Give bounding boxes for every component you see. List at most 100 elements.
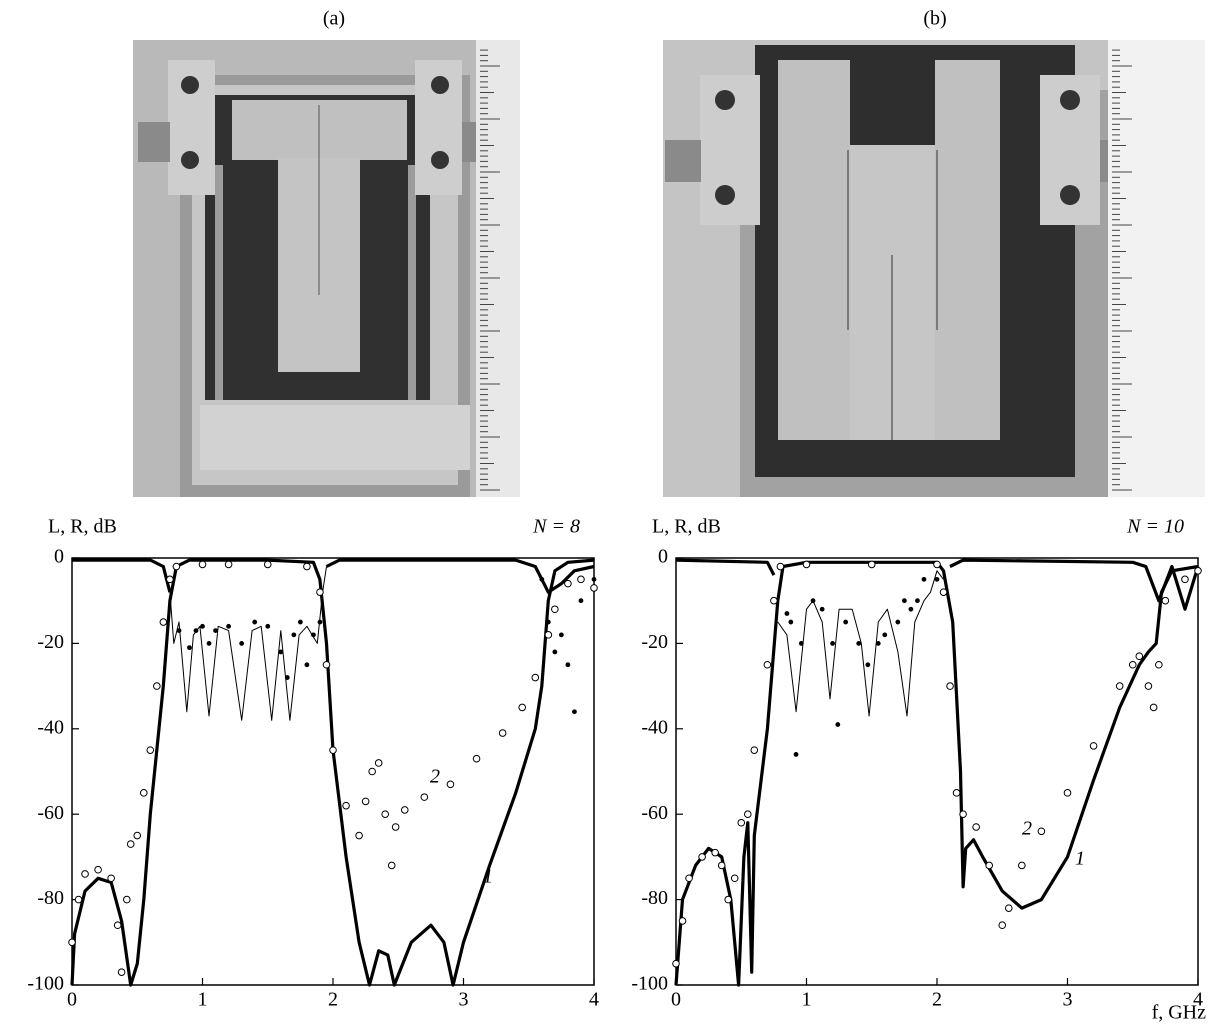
plot-area — [68, 558, 598, 987]
data-circle — [933, 560, 941, 569]
data-line — [675, 558, 1200, 611]
data-dot — [278, 649, 284, 655]
data-circle — [81, 870, 89, 878]
y-axis-label: L, R, dB — [652, 516, 721, 538]
data-circle — [1194, 567, 1202, 575]
data-circle — [1063, 789, 1072, 797]
data-dot — [311, 632, 316, 638]
data-dot — [284, 675, 290, 680]
data-dot — [810, 598, 816, 604]
data-circle — [139, 789, 148, 797]
data-circle — [672, 959, 680, 968]
data-dot — [291, 632, 297, 638]
data-circle — [446, 780, 455, 789]
data-line — [72, 558, 595, 594]
data-circle — [1089, 742, 1098, 750]
data-dot — [793, 752, 799, 757]
y-tick-label: 0 — [54, 546, 64, 568]
data-dot — [539, 576, 545, 582]
data-dot — [915, 598, 920, 604]
data-circle — [1018, 861, 1026, 870]
data-circle — [590, 584, 598, 592]
curve-label: 2 — [1022, 818, 1032, 840]
data-circle — [564, 579, 572, 588]
data-dot — [552, 649, 558, 655]
x-axis-label: f, GHz — [1152, 1002, 1207, 1024]
y-tick-label: -100 — [27, 973, 64, 995]
data-dot — [193, 628, 199, 633]
data-circle — [678, 917, 687, 925]
data-dot — [865, 662, 871, 668]
data-circle — [153, 682, 161, 690]
x-tick-label: 1 — [802, 989, 812, 1011]
data-circle — [685, 874, 693, 883]
data-circle — [998, 921, 1007, 930]
data-line — [70, 558, 595, 987]
data-dot — [297, 619, 303, 625]
panel-label: (b) — [923, 8, 946, 30]
data-circle — [166, 575, 174, 584]
x-tick-label: 2 — [328, 989, 338, 1011]
y-tick-label: -40 — [641, 716, 668, 738]
x-tick-label: 0 — [671, 989, 681, 1011]
data-dot — [856, 641, 862, 646]
y-tick-label: -20 — [37, 631, 64, 653]
curve-label: 1 — [483, 866, 493, 888]
data-circle — [472, 754, 481, 763]
data-dot — [226, 623, 232, 629]
data-circle — [770, 596, 778, 605]
data-circle — [724, 895, 733, 904]
photo-a — [133, 40, 520, 497]
data-circle — [113, 921, 122, 930]
plot-frame — [675, 557, 1199, 986]
data-circle — [802, 560, 811, 569]
data-dot — [875, 641, 881, 646]
data-circle — [263, 560, 272, 569]
data-circle — [551, 605, 559, 614]
data-circle — [316, 588, 324, 596]
chart-note: N = 10 — [1126, 516, 1184, 538]
y-axis-label: L, R, dB — [48, 516, 117, 538]
data-circle — [94, 865, 102, 874]
data-circle — [1004, 904, 1013, 912]
data-circle — [420, 793, 429, 801]
data-dot — [565, 662, 571, 668]
data-dot — [901, 598, 907, 604]
data-circle — [1135, 652, 1144, 661]
data-circle — [303, 562, 311, 571]
x-tick-label: 0 — [67, 989, 77, 1011]
data-dot — [558, 632, 564, 638]
data-circle — [698, 853, 706, 861]
data-circle — [172, 562, 181, 571]
data-dot — [908, 606, 914, 612]
data-dot — [921, 576, 927, 582]
data-circle — [952, 789, 961, 797]
data-circle — [1115, 682, 1124, 690]
data-circle — [117, 968, 126, 976]
data-circle — [361, 797, 370, 806]
data-dot — [200, 623, 205, 629]
data-circle — [159, 618, 168, 626]
data-circle — [68, 938, 76, 947]
data-dot — [835, 722, 841, 727]
x-tick-label: 4 — [589, 989, 599, 1011]
data-circle — [518, 703, 527, 712]
panel-label: (a) — [323, 8, 345, 30]
curve-label: 1 — [1075, 848, 1085, 870]
x-tick-label: 3 — [1063, 989, 1073, 1011]
data-circle — [1161, 596, 1170, 605]
data-circle — [577, 575, 585, 584]
data-dot — [317, 619, 323, 625]
y-tick-label: -80 — [37, 887, 64, 909]
data-circle — [946, 682, 954, 690]
x-tick-label: 4 — [1193, 989, 1203, 1011]
y-tick-label: -60 — [37, 802, 64, 824]
data-dot — [187, 645, 192, 651]
data-dot — [784, 611, 790, 616]
data-line — [674, 560, 1199, 987]
data-circle — [544, 631, 553, 639]
data-circle — [1149, 703, 1158, 712]
data-dot — [819, 606, 825, 612]
plot-frame — [71, 557, 595, 986]
